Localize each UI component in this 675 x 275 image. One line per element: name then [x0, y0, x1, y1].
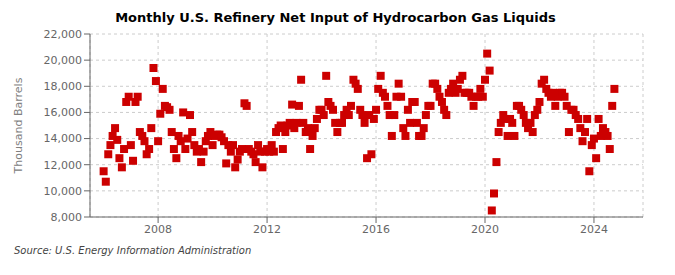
svg-text:2016: 2016 — [362, 223, 390, 236]
svg-text:12,000: 12,000 — [44, 159, 83, 172]
html-text:Monthly U.S. Refinery Net Inpu: Monthly U.S. Refinery Net Input of Hydro… — [115, 10, 556, 25]
svg-text:14,000: 14,000 — [44, 132, 83, 145]
svg-text:2012: 2012 — [253, 223, 281, 236]
svg-text:Thousand Barrels: Thousand Barrels — [12, 77, 25, 174]
svg-text:16,000: 16,000 — [44, 106, 83, 119]
svg-text:10,000: 10,000 — [44, 185, 83, 198]
html-text:Source: U.S. Energy Informatio: Source: U.S. Energy Information Administ… — [14, 245, 252, 256]
svg-text:18,000: 18,000 — [44, 80, 83, 93]
svg-text:2020: 2020 — [471, 223, 499, 236]
svg-text:2008: 2008 — [144, 223, 172, 236]
svg-text:22,000: 22,000 — [44, 28, 83, 41]
svg-text:2024: 2024 — [580, 223, 608, 236]
svg-text:8,000: 8,000 — [51, 211, 83, 224]
svg-text:20,000: 20,000 — [44, 54, 83, 67]
